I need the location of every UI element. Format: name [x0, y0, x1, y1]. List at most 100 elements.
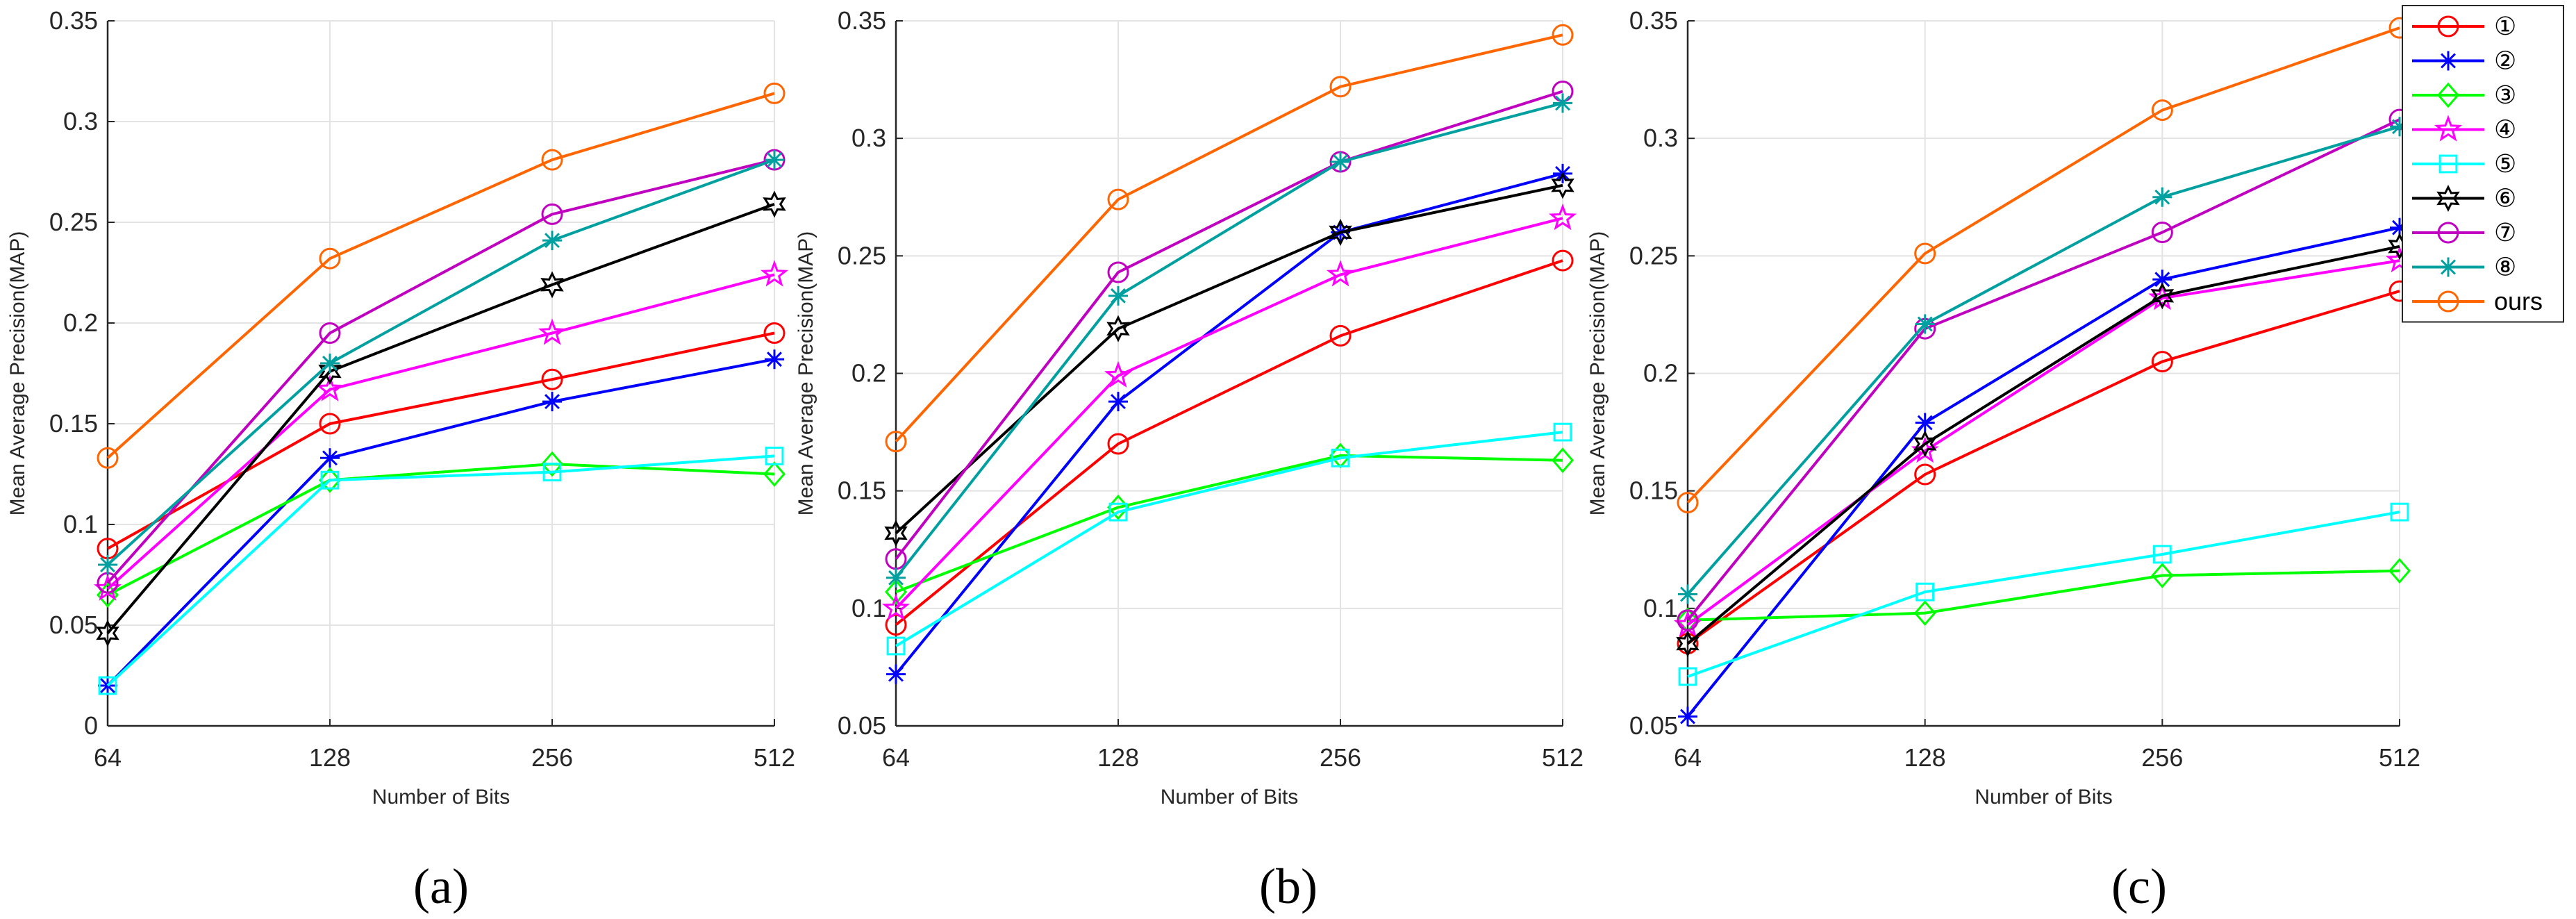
- chart-panel-0: 0 0.05 0.1 0.15 0.2 0.25 0.3 0.35 64 128 256 512 Num…: [6, 6, 795, 914]
- series-line-1: [895, 172, 1563, 675]
- series-line-5: [1686, 245, 2400, 645]
- data-point: [1106, 315, 1130, 342]
- data-point: [320, 354, 340, 373]
- data-point: [1914, 242, 1936, 265]
- series-line-8: [1686, 26, 2400, 504]
- data-point: [2150, 282, 2175, 310]
- data-point: [1916, 582, 1935, 602]
- y-tick-label: 0.2: [1643, 359, 1678, 388]
- data-point: [541, 368, 563, 390]
- data-point: [763, 461, 786, 487]
- legend-label: ①: [2494, 12, 2516, 40]
- data-point: [1678, 706, 1697, 727]
- legend-label: ④: [2494, 115, 2516, 144]
- y-tick-label: 0.15: [49, 409, 98, 438]
- y-tick-label: 0.3: [63, 107, 98, 135]
- data-point: [884, 520, 908, 547]
- series-line-7: [895, 101, 1563, 579]
- data-point: [2151, 222, 2173, 243]
- x-tick-label: 512: [754, 743, 795, 772]
- data-point: [1913, 430, 1937, 458]
- legend-label: ours: [2494, 287, 2543, 315]
- data-point: [1108, 392, 1128, 412]
- x-tick-label: 128: [1904, 743, 1946, 772]
- data-point: [319, 413, 341, 435]
- data-point: [320, 448, 340, 468]
- y-tick-label: 0.15: [838, 477, 886, 505]
- data-point: [318, 358, 342, 386]
- data-point: [98, 555, 117, 574]
- series-line-5: [106, 203, 775, 634]
- legend-marker: [2437, 15, 2459, 38]
- y-tick-label: 0.1: [851, 594, 886, 622]
- y-axis-label: Mean Average Precision(MAP): [795, 231, 817, 516]
- chart-panel-2: 0.05 0.1 0.15 0.2 0.25 0.3 0.35 64 128 256 512 Numb…: [1586, 5, 2564, 914]
- chart-panel-1: 0.05 0.1 0.15 0.2 0.25 0.3 0.35 64 128 256 512 Numb…: [795, 6, 1584, 914]
- y-tick-label: 0.05: [49, 611, 98, 639]
- data-point: [1676, 630, 1700, 658]
- data-point: [1678, 667, 1697, 686]
- data-point: [1677, 609, 1699, 631]
- data-point: [1915, 314, 1935, 334]
- panel-caption: (b): [1259, 859, 1318, 914]
- data-point: [319, 247, 341, 270]
- data-point: [2152, 270, 2172, 290]
- data-point: [1104, 361, 1133, 388]
- data-point: [538, 318, 567, 345]
- series-line-7: [106, 158, 775, 566]
- x-tick-label: 64: [94, 743, 122, 772]
- data-point: [2390, 217, 2409, 238]
- data-point: [1331, 448, 1350, 467]
- y-tick-label: 0.2: [851, 359, 886, 388]
- data-point: [320, 470, 340, 490]
- y-tick-label: 0.3: [851, 124, 886, 152]
- data-point: [542, 231, 562, 251]
- series-line-1: [106, 358, 775, 687]
- series-line-2: [107, 463, 775, 597]
- data-point: [319, 467, 341, 493]
- x-axis-label: Number of Bits: [1161, 786, 1298, 809]
- data-point: [1914, 463, 1936, 486]
- data-point: [1552, 447, 1574, 474]
- legend-marker: [2438, 51, 2458, 71]
- data-point: [886, 664, 906, 684]
- data-point: [1107, 433, 1129, 455]
- x-tick-label: 512: [1542, 743, 1584, 772]
- data-point: [1329, 219, 1352, 246]
- data-point: [541, 451, 563, 477]
- data-point: [1552, 24, 1574, 46]
- plot-area: [108, 21, 774, 726]
- series-line-6: [895, 90, 1563, 561]
- legend-label: ⑥: [2494, 184, 2516, 213]
- data-point: [885, 579, 907, 605]
- data-point: [540, 271, 564, 299]
- data-point: [763, 190, 786, 218]
- y-tick-label: 0.25: [1629, 241, 1678, 270]
- data-point: [541, 203, 563, 225]
- data-point: [1913, 600, 1936, 626]
- series-line-3: [106, 273, 775, 590]
- data-point: [1548, 204, 1577, 231]
- legend-marker: [2437, 82, 2459, 108]
- series-line-6: [1686, 118, 2400, 622]
- data-point: [765, 349, 784, 370]
- series-line-4: [895, 431, 1563, 647]
- legend-marker: [2438, 257, 2458, 277]
- data-point: [2390, 117, 2409, 137]
- series-line-7: [1686, 125, 2400, 595]
- data-point: [2388, 558, 2411, 584]
- y-tick-label: 0.1: [1643, 594, 1678, 622]
- data-point: [1326, 260, 1355, 287]
- y-tick-label: 0.05: [1629, 711, 1678, 740]
- x-tick-label: 256: [2141, 743, 2183, 772]
- x-axis-label: Number of Bits: [372, 786, 510, 809]
- data-point: [315, 374, 344, 401]
- legend-marker: [2437, 290, 2459, 313]
- data-point: [2151, 99, 2173, 122]
- data-point: [1677, 492, 1699, 514]
- x-tick-label: 128: [1097, 743, 1139, 772]
- data-point: [881, 593, 911, 620]
- data-point: [96, 620, 119, 647]
- legend-marker: [2438, 154, 2458, 174]
- data-point: [763, 322, 786, 344]
